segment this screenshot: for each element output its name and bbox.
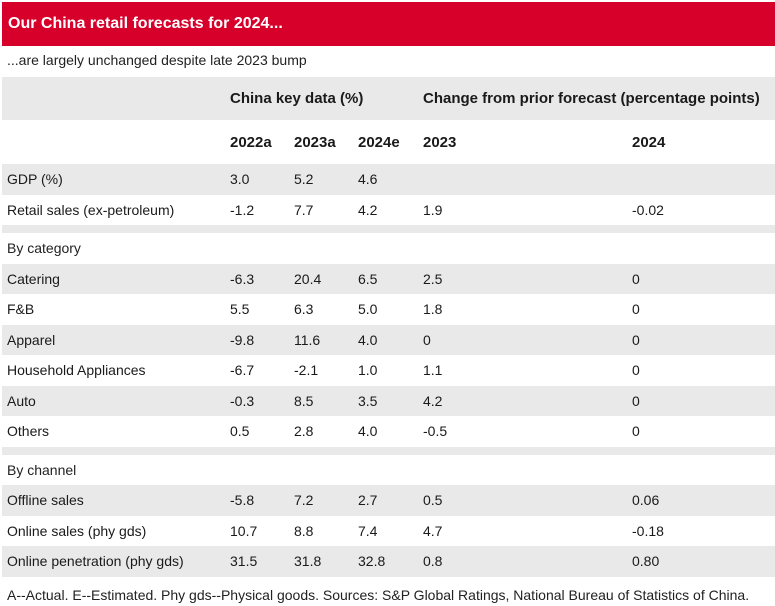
- row-label: Auto: [7, 392, 36, 409]
- cell-change-2024: 0: [632, 270, 640, 287]
- section-label: By channel: [7, 461, 77, 478]
- column-header-2023: 2023: [423, 133, 457, 151]
- cell-2024e: 4.0: [358, 423, 378, 440]
- cell-2022a: 0.5: [230, 423, 250, 440]
- section-divider: [2, 446, 775, 455]
- cell-2022a: -6.7: [230, 362, 255, 379]
- cell-2022a: -1.2: [230, 201, 255, 218]
- cell-change-2024: -0.02: [632, 201, 664, 218]
- cell-2022a: -5.8: [230, 492, 255, 509]
- cell-2024e: 5.0: [358, 301, 378, 318]
- cell-2023a: 7.2: [294, 492, 314, 509]
- table-row: Retail sales (ex-petroleum) -1.2 7.7 4.2…: [2, 195, 775, 226]
- table-row: GDP (%) 3.0 5.2 4.6: [2, 164, 775, 195]
- table-row: Apparel -9.8 11.6 4.0 0 0: [2, 324, 775, 355]
- cell-change-2023: 2.5: [423, 270, 443, 287]
- cell-2022a: -6.3: [230, 270, 255, 287]
- cell-2024e: 1.0: [358, 362, 378, 379]
- data-table: China key data (%) Change from prior for…: [2, 77, 775, 577]
- cell-change-2023: 4.7: [423, 522, 443, 539]
- cell-2023a: 5.2: [294, 171, 314, 188]
- cell-2024e: 3.5: [358, 392, 378, 409]
- cell-2024e: 7.4: [358, 522, 378, 539]
- column-header-2024e: 2024e: [358, 133, 400, 151]
- cell-2024e: 4.6: [358, 171, 378, 188]
- cell-2023a: 31.8: [294, 553, 322, 570]
- group-header-change: Change from prior forecast (percentage p…: [423, 90, 760, 107]
- group-header-row: China key data (%) Change from prior for…: [2, 77, 775, 120]
- cell-2024e: 4.0: [358, 331, 378, 348]
- cell-2023a: 6.3: [294, 301, 314, 318]
- column-header-row: 2022a 2023a 2024e 2023 2024: [2, 120, 775, 164]
- section-header-row: By category: [2, 233, 775, 264]
- cell-2023a: 20.4: [294, 270, 322, 287]
- footnote: A--Actual. E--Estimated. Phy gds--Physic…: [7, 587, 750, 603]
- cell-2023a: 2.8: [294, 423, 314, 440]
- cell-change-2024: 0: [632, 423, 640, 440]
- row-label: Retail sales (ex-petroleum): [7, 201, 175, 218]
- table-row: Others 0.5 2.8 4.0 -0.5 0: [2, 416, 775, 447]
- cell-2024e: 2.7: [358, 492, 378, 509]
- cell-change-2023: 0: [423, 331, 431, 348]
- cell-2022a: -0.3: [230, 392, 255, 409]
- row-label: Offline sales: [7, 492, 84, 509]
- cell-change-2023: 1.9: [423, 201, 443, 218]
- cell-change-2023: -0.5: [423, 423, 448, 440]
- cell-2022a: 3.0: [230, 171, 250, 188]
- cell-2022a: 31.5: [230, 553, 258, 570]
- table-row: Auto -0.3 8.5 3.5 4.2 0: [2, 385, 775, 416]
- cell-2024e: 32.8: [358, 553, 386, 570]
- table-row: Online penetration (phy gds) 31.5 31.8 3…: [2, 546, 775, 577]
- row-label: Others: [7, 423, 50, 440]
- cell-2022a: -9.8: [230, 331, 255, 348]
- table-row: Online sales (phy gds) 10.7 8.8 7.4 4.7 …: [2, 516, 775, 547]
- page-title: Our China retail forecasts for 2024...: [2, 2, 775, 46]
- row-label: Online sales (phy gds): [7, 522, 147, 539]
- cell-2023a: -2.1: [294, 362, 319, 379]
- row-label: Catering: [7, 270, 60, 287]
- section-label: By category: [7, 240, 81, 257]
- cell-change-2023: 4.2: [423, 392, 443, 409]
- row-label: Apparel: [7, 331, 56, 348]
- cell-change-2024: 0.06: [632, 492, 660, 509]
- row-label: F&B: [7, 301, 35, 318]
- cell-change-2024: 0: [632, 362, 640, 379]
- table-row: Catering -6.3 20.4 6.5 2.5 0: [2, 263, 775, 294]
- table-row: Household Appliances -6.7 -2.1 1.0 1.1 0: [2, 355, 775, 386]
- table-row: Offline sales -5.8 7.2 2.7 0.5 0.06: [2, 485, 775, 516]
- column-header-2022a: 2022a: [230, 133, 272, 151]
- page-subtitle: ...are largely unchanged despite late 20…: [7, 52, 307, 68]
- cell-change-2023: 0.5: [423, 492, 443, 509]
- cell-2022a: 10.7: [230, 522, 258, 539]
- cell-2022a: 5.5: [230, 301, 250, 318]
- row-label: GDP (%): [7, 171, 63, 188]
- cell-2024e: 6.5: [358, 270, 378, 287]
- section-header-row: By channel: [2, 455, 775, 486]
- cell-2023a: 11.6: [294, 331, 321, 348]
- section-divider: [2, 225, 775, 233]
- cell-change-2024: 0.80: [632, 553, 660, 570]
- cell-2024e: 4.2: [358, 201, 378, 218]
- cell-2023a: 8.5: [294, 392, 314, 409]
- cell-change-2023: 0.8: [423, 553, 443, 570]
- cell-2023a: 7.7: [294, 201, 314, 218]
- cell-change-2023: 1.8: [423, 301, 443, 318]
- column-header-2024: 2024: [632, 133, 666, 151]
- cell-change-2024: -0.18: [632, 522, 664, 539]
- row-label: Household Appliances: [7, 362, 146, 379]
- cell-2023a: 8.8: [294, 522, 314, 539]
- cell-change-2024: 0: [632, 392, 640, 409]
- cell-change-2024: 0: [632, 331, 640, 348]
- row-label: Online penetration (phy gds): [7, 553, 184, 570]
- group-header-key-data: China key data (%): [230, 90, 364, 107]
- cell-change-2024: 0: [632, 301, 640, 318]
- column-header-2023a: 2023a: [294, 133, 336, 151]
- cell-change-2023: 1.1: [423, 362, 443, 379]
- table-row: F&B 5.5 6.3 5.0 1.8 0: [2, 294, 775, 325]
